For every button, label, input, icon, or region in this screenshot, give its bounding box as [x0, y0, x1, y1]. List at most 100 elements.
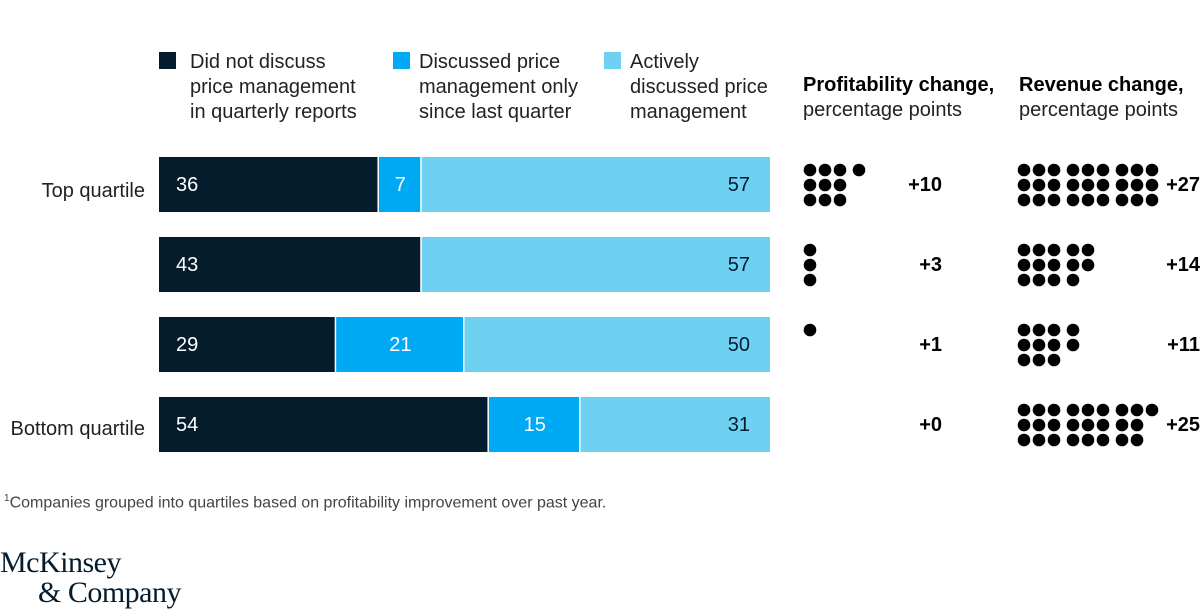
revenue_change-value-label: +14 [1166, 254, 1200, 276]
revenue_change-dot [1066, 243, 1080, 257]
revenue_change-dot [1032, 353, 1046, 367]
revenue_change-dot [1047, 418, 1061, 432]
revenue_change-dot [1017, 353, 1031, 367]
legend-label-discussed-since-last-quarter: Discussed price management only since la… [419, 51, 578, 123]
revenue_change-dot [1047, 323, 1061, 337]
profitability_change-dot [803, 323, 817, 337]
revenue_change-dot [1032, 193, 1046, 207]
revenue-subtitle: percentage points [1019, 99, 1179, 121]
revenue_change-dot [1032, 338, 1046, 352]
profitability_change-dot [803, 243, 817, 257]
revenue_change-dot [1017, 243, 1031, 257]
row-label-bottom-quartile: Bottom quartile [10, 418, 145, 440]
revenue_change-dot [1017, 273, 1031, 287]
revenue_change-dot [1017, 433, 1031, 447]
revenue_change-dot [1047, 243, 1061, 257]
revenue_change-dot [1130, 178, 1144, 192]
bar-segment [159, 317, 335, 372]
profitability_change-dot [833, 193, 847, 207]
bar-segment [580, 397, 770, 452]
revenue_change-dot [1032, 433, 1046, 447]
revenue_change-dot [1047, 403, 1061, 417]
profitability_change-dot [803, 163, 817, 177]
footnote-mark: 1 [4, 493, 10, 504]
revenue_change-dot [1066, 433, 1080, 447]
profitability_change-dot [833, 163, 847, 177]
profitability_change-dot [818, 193, 832, 207]
bar-value-label: 43 [176, 254, 198, 276]
revenue_change-dot [1047, 273, 1061, 287]
profitability-header: Profitability change, percentage points [803, 73, 994, 123]
revenue_change-dot [1081, 163, 1095, 177]
legend-label-did-not-discuss: Did not discuss price management in quar… [190, 51, 357, 123]
bar-segment [159, 157, 378, 212]
revenue_change-value-label: +25 [1166, 414, 1200, 436]
bar-segment [488, 397, 580, 452]
revenue_change-dot [1130, 163, 1144, 177]
bar-value-label: 31 [728, 414, 750, 436]
revenue_change-dot [1096, 193, 1110, 207]
revenue_change-dot [1047, 353, 1061, 367]
bar-segment [464, 317, 770, 372]
row-label-top-quartile: Top quartile [41, 180, 145, 202]
revenue_change-dot [1066, 418, 1080, 432]
revenue_change-dot [1032, 163, 1046, 177]
revenue_change-dot [1081, 433, 1095, 447]
revenue-header: Revenue change, percentage points [1019, 73, 1184, 123]
revenue_change-dot [1017, 403, 1031, 417]
revenue_change-dot [1145, 178, 1159, 192]
revenue_change-dot [1047, 433, 1061, 447]
revenue_change-dot [1066, 193, 1080, 207]
bar-segment [421, 157, 770, 212]
bar-value-label: 7 [395, 174, 406, 196]
revenue_change-dot [1047, 163, 1061, 177]
footnote: 1Companies grouped into quartiles based … [4, 493, 606, 512]
revenue_change-dot [1096, 178, 1110, 192]
revenue_change-dot [1115, 418, 1129, 432]
revenue_change-dot [1115, 403, 1129, 417]
revenue_change-dot [1115, 163, 1129, 177]
revenue_change-dot [1032, 273, 1046, 287]
legend-swatch-actively-discussed [604, 52, 621, 69]
profitability_change-value-label: +10 [908, 174, 942, 196]
legend-swatch-discussed-since-last-quarter [393, 52, 410, 69]
bar-value-label: 36 [176, 174, 198, 196]
revenue_change-dot [1130, 403, 1144, 417]
revenue_change-dot [1096, 163, 1110, 177]
revenue_change-dot [1066, 163, 1080, 177]
revenue_change-value-label: +27 [1166, 174, 1200, 196]
revenue_change-dot [1115, 433, 1129, 447]
profitability_change-dot [818, 163, 832, 177]
revenue_change-dot [1032, 178, 1046, 192]
revenue_change-dot [1047, 258, 1061, 272]
profitability_change-dot [818, 178, 832, 192]
revenue_change-dot [1130, 418, 1144, 432]
profitability_change-dot [852, 163, 866, 177]
revenue_change-dot [1130, 433, 1144, 447]
revenue_change-dot [1047, 178, 1061, 192]
revenue_change-dot [1130, 193, 1144, 207]
revenue_change-dot [1032, 323, 1046, 337]
bar-segment [421, 237, 770, 292]
bar-value-label: 54 [176, 414, 198, 436]
revenue_change-dot [1081, 418, 1095, 432]
profitability-subtitle: percentage points [803, 99, 963, 121]
revenue_change-dot [1066, 403, 1080, 417]
revenue_change-dot [1017, 258, 1031, 272]
revenue_change-dot [1096, 403, 1110, 417]
revenue_change-dot [1081, 178, 1095, 192]
revenue_change-dot [1081, 193, 1095, 207]
revenue_change-dot [1145, 193, 1159, 207]
bar-value-label: 57 [728, 174, 750, 196]
revenue_change-dot [1066, 338, 1080, 352]
revenue_change-dot [1017, 418, 1031, 432]
revenue_change-value-label: +11 [1167, 334, 1200, 356]
revenue_change-dot [1066, 178, 1080, 192]
profitability_change-value-label: +0 [919, 414, 942, 436]
revenue_change-dot [1115, 178, 1129, 192]
revenue_change-dot [1047, 338, 1061, 352]
revenue_change-dot [1096, 418, 1110, 432]
profitability_change-dot [803, 258, 817, 272]
legend-label-actively-discussed: Actively discussed price management [630, 51, 768, 123]
